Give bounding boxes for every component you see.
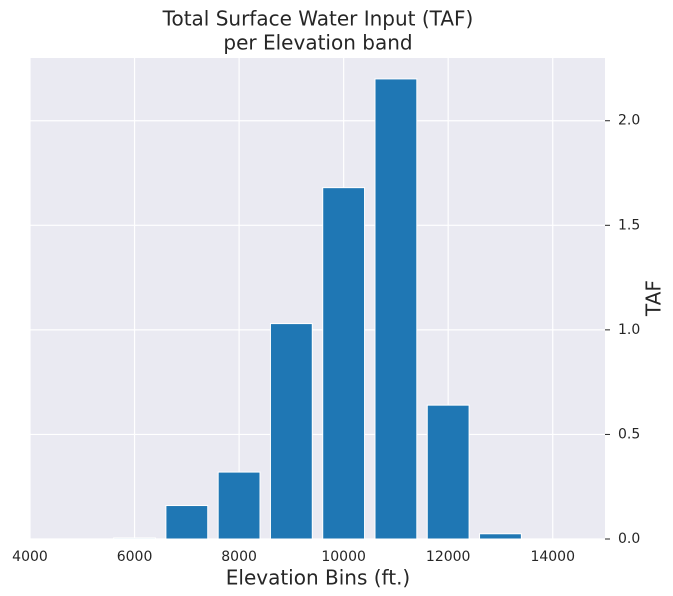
y-tick-label: 0.5: [618, 426, 640, 442]
bar: [322, 187, 366, 540]
x-tick-label: 6000: [117, 549, 153, 565]
chart-title: Total Surface Water Input (TAF): [162, 7, 474, 31]
chart-title: per Elevation band: [223, 31, 412, 55]
y-tick-label: 1.0: [618, 322, 640, 338]
x-axis-label: Elevation Bins (ft.): [226, 566, 410, 590]
bar: [426, 404, 470, 540]
bar: [479, 533, 522, 540]
bar: [269, 323, 313, 540]
x-tick-label: 10000: [321, 549, 366, 565]
y-tick-label: 0.0: [618, 531, 640, 547]
y-tick-label: 2.0: [618, 113, 640, 129]
y-tick-label: 1.5: [618, 217, 640, 233]
bar: [374, 78, 418, 540]
bar: [165, 505, 209, 540]
x-tick-label: 12000: [426, 549, 471, 565]
bar: [113, 537, 156, 540]
plot-area: [30, 58, 605, 539]
x-tick-label: 8000: [221, 549, 257, 565]
x-tick-label: 14000: [530, 549, 575, 565]
x-tick-label: 4000: [12, 549, 48, 565]
y-axis-label: TAF: [642, 280, 666, 317]
bar: [217, 471, 261, 540]
